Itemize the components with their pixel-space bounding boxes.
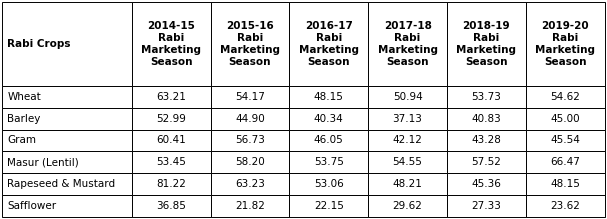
Bar: [132, 151, 211, 173]
Text: 54.62: 54.62: [550, 92, 580, 102]
Bar: [132, 86, 211, 108]
Text: 29.62: 29.62: [393, 201, 422, 211]
Text: 27.33: 27.33: [472, 201, 501, 211]
Bar: [2, 108, 132, 129]
Bar: [2, 173, 132, 195]
Text: 22.15: 22.15: [314, 201, 344, 211]
Bar: [526, 151, 605, 173]
Text: Masur (Lentil): Masur (Lentil): [7, 157, 79, 167]
Text: 42.12: 42.12: [393, 135, 422, 145]
Text: 2015-16
Rabi
Marketing
Season: 2015-16 Rabi Marketing Season: [220, 21, 280, 67]
Bar: [2, 151, 132, 173]
Bar: [211, 108, 290, 129]
Text: 60.41: 60.41: [156, 135, 186, 145]
Bar: [447, 129, 526, 151]
Bar: [447, 151, 526, 173]
Text: 58.20: 58.20: [235, 157, 265, 167]
Text: 56.73: 56.73: [235, 135, 265, 145]
Bar: [368, 151, 447, 173]
Text: 48.15: 48.15: [550, 179, 580, 189]
Bar: [211, 2, 290, 86]
Bar: [368, 2, 447, 86]
Bar: [290, 129, 368, 151]
Bar: [132, 195, 211, 217]
Bar: [132, 2, 211, 86]
Bar: [132, 173, 211, 195]
Text: 36.85: 36.85: [156, 201, 186, 211]
Text: 45.54: 45.54: [550, 135, 580, 145]
Text: 45.00: 45.00: [551, 114, 580, 124]
Text: 63.21: 63.21: [156, 92, 186, 102]
Bar: [368, 173, 447, 195]
Text: Rapeseed & Mustard: Rapeseed & Mustard: [7, 179, 115, 189]
Bar: [447, 86, 526, 108]
Bar: [447, 173, 526, 195]
Bar: [447, 108, 526, 129]
Text: 46.05: 46.05: [314, 135, 344, 145]
Text: 54.55: 54.55: [393, 157, 422, 167]
Text: Rabi Crops: Rabi Crops: [7, 39, 71, 49]
Text: 2017-18
Rabi
Marketing
Season: 2017-18 Rabi Marketing Season: [378, 21, 438, 67]
Text: Wheat: Wheat: [7, 92, 41, 102]
Bar: [368, 195, 447, 217]
Text: 40.83: 40.83: [472, 114, 501, 124]
Text: 23.62: 23.62: [550, 201, 580, 211]
Text: 81.22: 81.22: [156, 179, 186, 189]
Text: 2019-20
Rabi
Marketing
Season: 2019-20 Rabi Marketing Season: [535, 21, 595, 67]
Bar: [211, 173, 290, 195]
Bar: [211, 86, 290, 108]
Text: 50.94: 50.94: [393, 92, 422, 102]
Bar: [2, 129, 132, 151]
Text: 66.47: 66.47: [550, 157, 580, 167]
Bar: [132, 108, 211, 129]
Text: 44.90: 44.90: [235, 114, 265, 124]
Text: 54.17: 54.17: [235, 92, 265, 102]
Bar: [447, 2, 526, 86]
Text: 43.28: 43.28: [472, 135, 501, 145]
Bar: [211, 129, 290, 151]
Text: Gram: Gram: [7, 135, 36, 145]
Bar: [526, 195, 605, 217]
Bar: [2, 86, 132, 108]
Text: 45.36: 45.36: [472, 179, 501, 189]
Bar: [211, 195, 290, 217]
Bar: [526, 129, 605, 151]
Text: 53.45: 53.45: [156, 157, 186, 167]
Text: 40.34: 40.34: [314, 114, 344, 124]
Bar: [290, 151, 368, 173]
Bar: [368, 86, 447, 108]
Text: 63.23: 63.23: [235, 179, 265, 189]
Bar: [290, 86, 368, 108]
Text: 21.82: 21.82: [235, 201, 265, 211]
Text: Barley: Barley: [7, 114, 41, 124]
Text: 53.06: 53.06: [314, 179, 344, 189]
Text: 37.13: 37.13: [393, 114, 422, 124]
Bar: [447, 195, 526, 217]
Bar: [290, 108, 368, 129]
Text: 57.52: 57.52: [472, 157, 501, 167]
Bar: [290, 173, 368, 195]
Bar: [526, 173, 605, 195]
Bar: [290, 2, 368, 86]
Text: 48.21: 48.21: [393, 179, 422, 189]
Bar: [2, 2, 132, 86]
Text: Safflower: Safflower: [7, 201, 56, 211]
Text: 48.15: 48.15: [314, 92, 344, 102]
Bar: [526, 2, 605, 86]
Text: 2014-15
Rabi
Marketing
Season: 2014-15 Rabi Marketing Season: [141, 21, 201, 67]
Bar: [2, 195, 132, 217]
Bar: [526, 108, 605, 129]
Text: 53.75: 53.75: [314, 157, 344, 167]
Bar: [368, 108, 447, 129]
Text: 52.99: 52.99: [156, 114, 186, 124]
Bar: [290, 195, 368, 217]
Bar: [526, 86, 605, 108]
Bar: [368, 129, 447, 151]
Bar: [132, 129, 211, 151]
Text: 2018-19
Rabi
Marketing
Season: 2018-19 Rabi Marketing Season: [456, 21, 517, 67]
Text: 2016-17
Rabi
Marketing
Season: 2016-17 Rabi Marketing Season: [299, 21, 359, 67]
Text: 53.73: 53.73: [472, 92, 501, 102]
Bar: [211, 151, 290, 173]
